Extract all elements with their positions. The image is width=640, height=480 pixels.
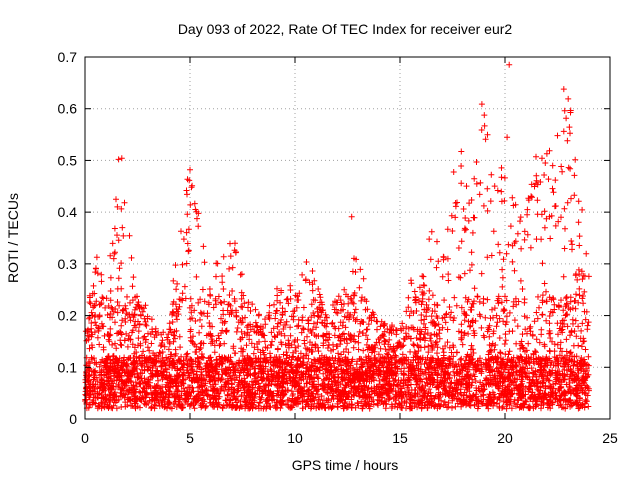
plot-frame xyxy=(84,56,611,420)
y-tick-label: 0.3 xyxy=(58,256,78,272)
grid-lines xyxy=(85,57,610,419)
x-tick-label: 10 xyxy=(287,430,303,446)
data-points xyxy=(82,61,592,412)
y-tick-label: 0 xyxy=(69,411,77,427)
y-tick-label: 0.7 xyxy=(58,49,78,65)
x-tick-label: 15 xyxy=(392,430,408,446)
x-tick-label: 20 xyxy=(497,430,513,446)
x-tick-label: 25 xyxy=(602,430,618,446)
chart-title: Day 093 of 2022, Rate Of TEC Index for r… xyxy=(178,21,513,37)
axis-ticks: 0 5 10 15 20 25 0 0.1 0.2 0.3 0.4 0.5 0.6 0.7 xyxy=(58,49,618,446)
y-tick-label: 0.5 xyxy=(58,152,78,168)
roti-point-markers xyxy=(82,61,592,412)
y-tick-label: 0.2 xyxy=(58,308,78,324)
y-tick-label: 0.6 xyxy=(58,101,78,117)
x-tick-label: 0 xyxy=(81,430,89,446)
x-tick-label: 5 xyxy=(186,430,194,446)
y-axis-label: ROTI / TECUs xyxy=(5,193,21,283)
x-axis-label: GPS time / hours xyxy=(292,457,399,473)
y-tick-label: 0.4 xyxy=(58,204,78,220)
y-tick-label: 0.1 xyxy=(58,359,78,375)
